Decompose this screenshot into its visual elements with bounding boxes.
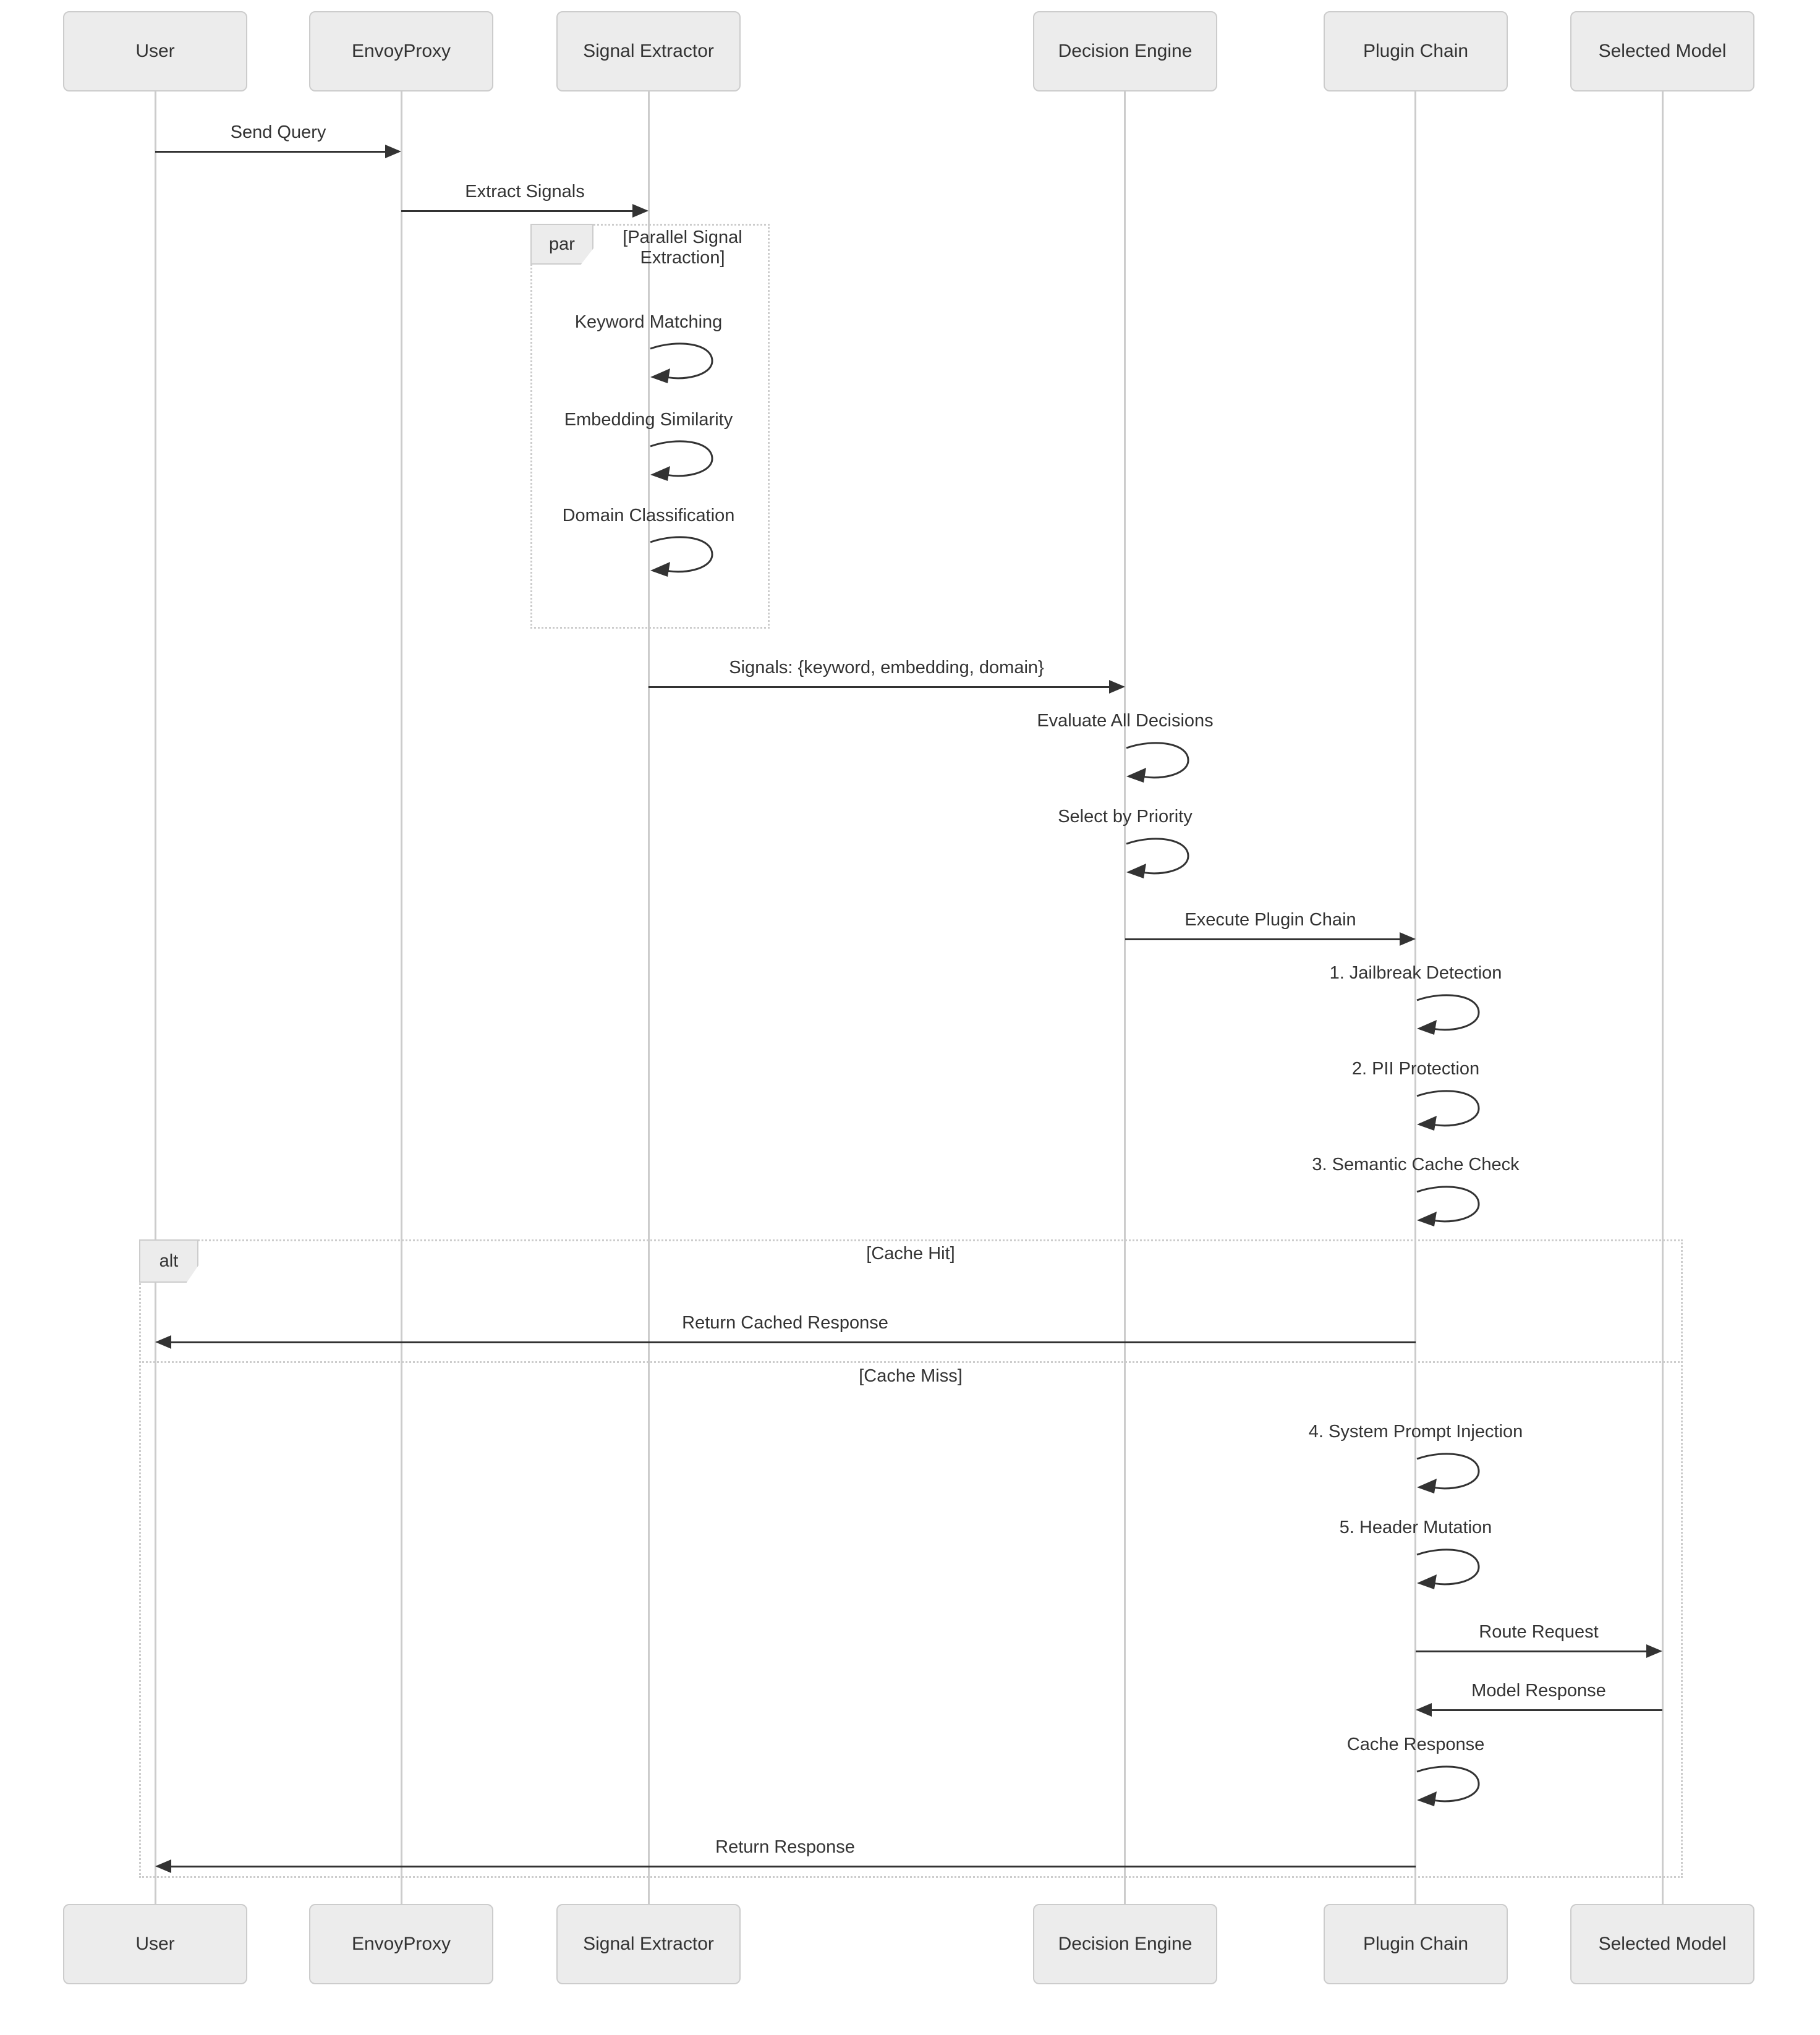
actor-envoyproxy-bottom: EnvoyProxy: [309, 1904, 493, 1984]
alt-section-divider: [139, 1361, 1683, 1363]
par-fragment-title: [Parallel Signal Extraction]: [623, 227, 742, 268]
arrowhead-right-icon: [1400, 932, 1416, 946]
self-message-jailbreak-detection-label: 1. Jailbreak Detection: [1329, 963, 1502, 983]
arrowhead-right-icon: [385, 145, 401, 158]
actor-plugin-chain-label: Plugin Chain: [1363, 1934, 1469, 1954]
actor-decision-engine-bottom: Decision Engine: [1033, 1904, 1217, 1984]
self-loop-arrow-icon: [649, 342, 713, 384]
alt-fragment-box: [139, 1239, 1683, 1878]
self-message-evaluate-all-decisions-label: Evaluate All Decisions: [1037, 711, 1214, 731]
message-extract-signals-label: Extract Signals: [465, 182, 585, 202]
actor-decision-engine-label: Decision Engine: [1058, 1934, 1193, 1954]
message-send-query-label: Send Query: [230, 122, 326, 142]
message-signals-label: Signals: {keyword, embedding, domain}: [729, 658, 1044, 678]
arrowhead-right-icon: [1646, 1644, 1662, 1658]
self-loop-arrow-icon: [1416, 1186, 1480, 1228]
actor-user-bottom: User: [63, 1904, 247, 1984]
actor-signal-extractor-label: Signal Extractor: [583, 1934, 714, 1954]
self-message-header-mutation-label: 5. Header Mutation: [1339, 1518, 1492, 1537]
actor-selected-model-bottom: Selected Model: [1570, 1904, 1754, 1984]
self-loop-arrow-icon: [1416, 994, 1480, 1036]
message-return-response-label: Return Response: [715, 1837, 855, 1857]
self-loop-arrow-icon: [1125, 838, 1189, 880]
arrowhead-right-icon: [1109, 680, 1125, 694]
actor-plugin-chain-label: Plugin Chain: [1363, 41, 1469, 61]
self-loop-arrow-icon: [649, 536, 713, 578]
lifeline-user: [155, 91, 156, 1904]
actor-selected-model-label: Selected Model: [1598, 1934, 1727, 1954]
par-fragment-label: par: [530, 224, 593, 265]
self-loop-arrow-icon: [1416, 1090, 1480, 1132]
alt-section-cache-hit: [Cache Hit]: [866, 1244, 955, 1264]
message-route-request-label: Route Request: [1479, 1622, 1599, 1642]
self-message-select-by-priority-label: Select by Priority: [1058, 807, 1193, 826]
par-fragment-box: [530, 224, 770, 629]
actor-plugin-chain-top: Plugin Chain: [1324, 11, 1508, 91]
arrowhead-left-icon: [155, 1335, 171, 1349]
actor-selected-model-label: Selected Model: [1598, 41, 1727, 61]
actor-decision-engine-top: Decision Engine: [1033, 11, 1217, 91]
self-loop-arrow-icon: [649, 440, 713, 482]
self-message-domain-classification-label: Domain Classification: [562, 506, 735, 525]
self-loop-arrow-icon: [1416, 1765, 1480, 1808]
message-model-response-label: Model Response: [1471, 1681, 1606, 1701]
actor-user-label: User: [135, 41, 175, 61]
alt-section-cache-miss: [Cache Miss]: [859, 1366, 963, 1386]
actor-plugin-chain-bottom: Plugin Chain: [1324, 1904, 1508, 1984]
actor-signal-extractor-label: Signal Extractor: [583, 41, 714, 61]
arrowhead-left-icon: [1416, 1703, 1432, 1717]
lifeline-plugin-chain: [1414, 91, 1416, 1904]
actor-decision-engine-label: Decision Engine: [1058, 41, 1193, 61]
actor-envoyproxy-label: EnvoyProxy: [351, 1934, 451, 1954]
self-message-cache-response-label: Cache Response: [1346, 1735, 1485, 1754]
self-loop-arrow-icon: [1125, 742, 1189, 784]
message-execute-plugin-chain-label: Execute Plugin Chain: [1184, 910, 1356, 930]
lifeline-selected-model: [1662, 91, 1664, 1904]
self-loop-arrow-icon: [1416, 1549, 1480, 1591]
self-message-semantic-cache-check-label: 3. Semantic Cache Check: [1312, 1155, 1520, 1175]
actor-signal-extractor-bottom: Signal Extractor: [556, 1904, 741, 1984]
self-message-embedding-similarity-label: Embedding Similarity: [564, 410, 733, 430]
self-message-keyword-matching-label: Keyword Matching: [574, 312, 723, 332]
actor-envoyproxy-top: EnvoyProxy: [309, 11, 493, 91]
lifeline-envoyproxy: [401, 91, 402, 1904]
actor-user-top: User: [63, 11, 247, 91]
actor-selected-model-top: Selected Model: [1570, 11, 1754, 91]
self-loop-arrow-icon: [1416, 1453, 1480, 1495]
alt-fragment-label: alt: [139, 1239, 198, 1283]
arrowhead-left-icon: [155, 1859, 171, 1873]
actor-user-label: User: [135, 1934, 175, 1954]
lifeline-signal-extractor: [648, 91, 650, 1904]
self-message-system-prompt-injection-label: 4. System Prompt Injection: [1308, 1422, 1523, 1442]
message-return-cached-response-label: Return Cached Response: [682, 1313, 888, 1333]
lifeline-decision-engine: [1124, 91, 1126, 1904]
actor-signal-extractor-top: Signal Extractor: [556, 11, 741, 91]
actor-envoyproxy-label: EnvoyProxy: [351, 41, 451, 61]
arrowhead-right-icon: [632, 204, 648, 218]
self-message-pii-protection-label: 2. PII Protection: [1351, 1059, 1480, 1079]
